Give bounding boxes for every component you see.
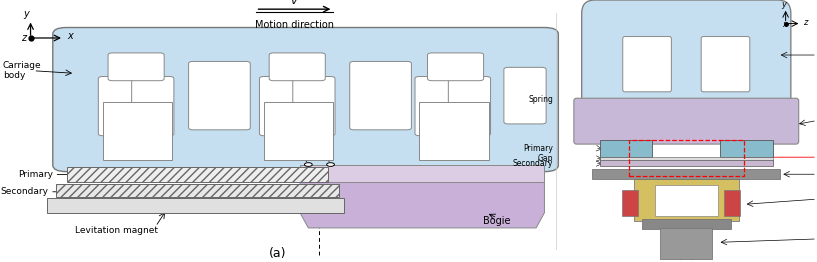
FancyBboxPatch shape	[582, 0, 791, 118]
Bar	[600, 140, 652, 157]
Text: Primary: Primary	[18, 170, 53, 179]
Text: Secondary: Secondary	[512, 159, 553, 168]
FancyBboxPatch shape	[260, 77, 301, 136]
Text: Carriage
body: Carriage body	[2, 61, 42, 80]
Bar	[264, 102, 333, 160]
FancyBboxPatch shape	[574, 98, 799, 144]
Circle shape	[305, 163, 312, 166]
Bar	[300, 165, 544, 182]
Bar	[724, 190, 740, 216]
Bar	[600, 160, 773, 166]
FancyBboxPatch shape	[623, 36, 672, 92]
FancyBboxPatch shape	[415, 77, 458, 136]
Text: (a): (a)	[269, 247, 287, 260]
Text: $y$: $y$	[781, 0, 788, 10]
Bar	[634, 178, 739, 221]
Text: Gap: Gap	[538, 154, 553, 163]
Bar	[419, 102, 489, 160]
Text: Motion direction: Motion direction	[255, 20, 334, 30]
Text: $z$: $z$	[802, 18, 809, 27]
Text: $y$: $y$	[23, 9, 31, 21]
FancyBboxPatch shape	[189, 62, 250, 130]
Text: $z$: $z$	[21, 32, 29, 43]
Text: Levitation magnet: Levitation magnet	[75, 226, 158, 235]
FancyBboxPatch shape	[350, 62, 412, 130]
Text: $x$: $x$	[782, 20, 788, 29]
FancyBboxPatch shape	[701, 36, 750, 92]
Text: $v$: $v$	[290, 0, 299, 6]
FancyBboxPatch shape	[449, 77, 490, 136]
FancyBboxPatch shape	[108, 53, 164, 81]
Text: Bogie: Bogie	[484, 216, 511, 226]
FancyBboxPatch shape	[98, 77, 141, 136]
FancyBboxPatch shape	[132, 77, 174, 136]
Bar	[655, 185, 717, 216]
Bar	[721, 140, 773, 157]
FancyBboxPatch shape	[427, 53, 484, 81]
Circle shape	[327, 163, 334, 166]
Polygon shape	[300, 182, 544, 228]
Bar	[623, 190, 638, 216]
Bar	[47, 198, 345, 213]
Bar	[642, 219, 730, 229]
Bar	[592, 169, 780, 179]
Bar	[629, 140, 743, 176]
Text: Spring: Spring	[528, 95, 553, 104]
Bar	[660, 228, 712, 259]
Text: $x$: $x$	[67, 31, 75, 41]
Bar	[67, 167, 328, 182]
FancyBboxPatch shape	[269, 53, 325, 81]
FancyBboxPatch shape	[504, 67, 546, 124]
Text: Secondary: Secondary	[0, 187, 48, 196]
FancyBboxPatch shape	[53, 28, 558, 172]
Text: (b): (b)	[677, 249, 695, 262]
Bar	[103, 102, 172, 160]
Bar	[600, 157, 773, 161]
Text: Spring: Spring	[285, 117, 315, 126]
FancyBboxPatch shape	[292, 77, 335, 136]
Bar	[56, 184, 339, 197]
Text: Primary: Primary	[523, 144, 553, 152]
